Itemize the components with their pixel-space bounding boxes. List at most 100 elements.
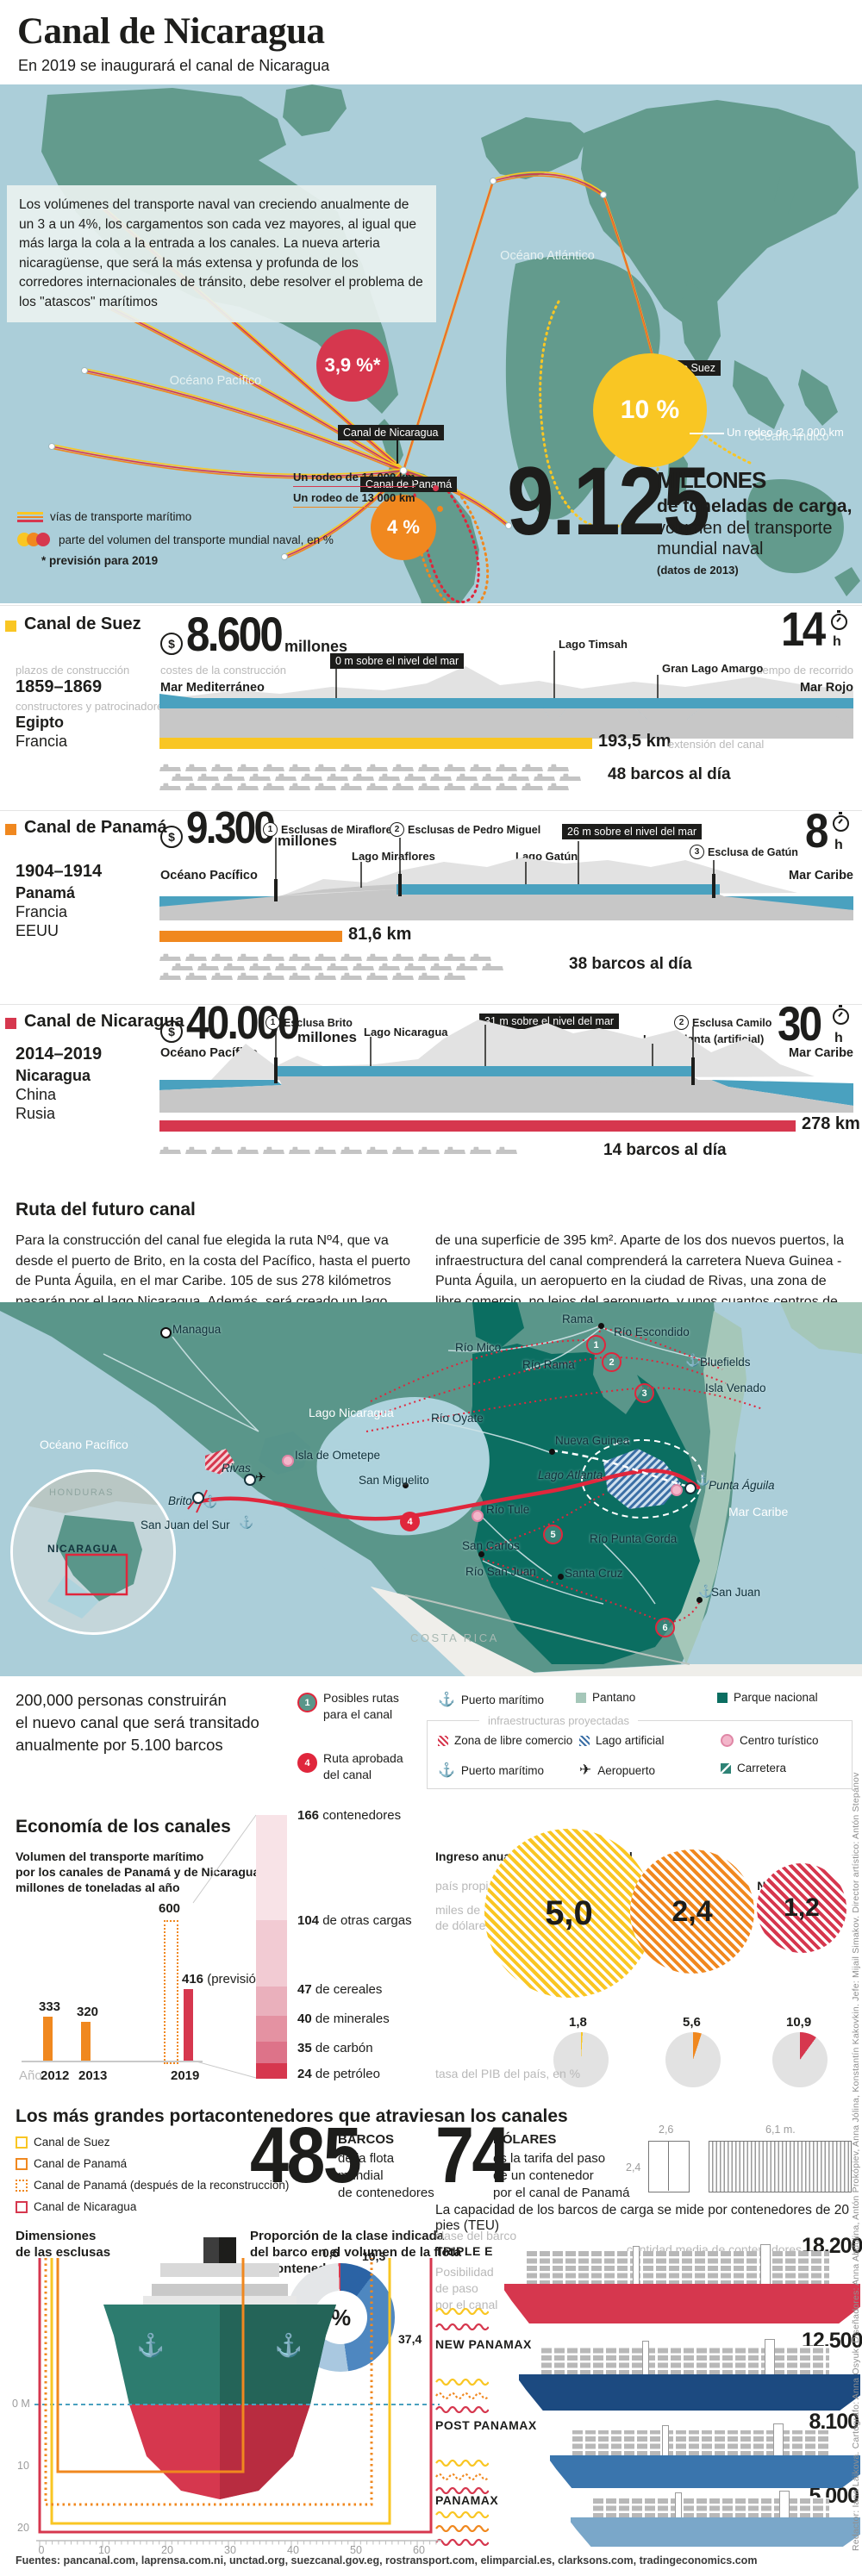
legend-art-lake: Lago artificial [579,1734,665,1747]
container-length-label: 6,1 m. [765,2124,796,2136]
panama-title: Canal de Panamá [24,818,167,837]
nicaragua-length-bar [159,1120,796,1132]
ship-icon [404,773,426,781]
map-label: Mar Caribe [728,1505,789,1519]
ship-icon [378,963,400,970]
panama-sea-left: Océano Pacífico [160,869,258,883]
detour-13-dot [437,506,443,512]
ship-icon [470,783,491,790]
fee-number: 74 [435,2111,510,2199]
suez-cost: 8.600 [186,607,284,661]
approved-route-label-2: del canal [323,1768,372,1781]
ship-icon [482,963,503,970]
ship-icon [418,972,440,980]
detour-12-label: Un rodeo de 12 000 km [727,426,844,439]
canal-nicaragua-pointer [397,438,398,464]
ship-hull-2 [519,2374,860,2411]
ship-icon [456,773,478,781]
legend-routes-swatch [17,510,43,524]
ship-icon [444,1146,465,1154]
suez-dollar-icon: $ [160,633,183,655]
ship-class-label: clase del barco [435,2229,517,2242]
map-label: Océano Pacífico [40,1438,128,1451]
ships-heading: Los más grandes portacontenedores que at… [16,2106,568,2126]
approved-route-badge: 4 [297,1753,317,1773]
cargo-segment [256,1986,287,2017]
economy-heading: Economía de los canales [16,1817,231,1837]
inset-nicaragua-label: NICARAGUA [47,1543,119,1555]
pass-wave-f9c623 [435,2306,489,2315]
axis-x-20: 20 [161,2544,173,2556]
ship-icon [444,783,465,790]
ship-bridge [760,2244,771,2287]
ship-icon [315,783,336,790]
panama-lock-3: 3 Esclusa de Gatún [690,845,798,859]
ship-icon [185,953,207,961]
pass-wave-d6374e [435,2486,489,2494]
nicaragua-cost-unit: millones [297,1029,357,1045]
ship-icon [211,972,233,980]
panama-outline-swatch [16,2157,28,2170]
panama-lock-3-label: Esclusa de Gatún [708,845,798,858]
legend-seaport-label: Puerto marítimo [460,1693,544,1706]
fleet-line-1: BARCOS [338,2132,395,2147]
ship-icon [301,963,322,970]
airport-icon: ✈ [255,1470,266,1485]
map-label: Brito [168,1494,192,1507]
cargo-label: 40 de minerales [297,2012,390,2026]
anchor-icon: ⚓ [438,1693,455,1707]
pib-value-egipto: 1,8 [569,2015,587,2030]
ship-icon [223,773,245,781]
world-map-svg [41,84,860,603]
ship-icon [237,764,259,771]
ship-icon [496,783,517,790]
legend-share-swatch [17,533,52,546]
panama-profile [159,810,853,926]
ship-mast [661,2425,669,2458]
ship-class-post-panamax: POST PANAMAX [435,2418,537,2432]
anchor-red-icon: ⚓ [696,1472,711,1486]
nicaragua-lock-2: 2 Esclusa Camilo [674,1015,771,1030]
nicaragua-title: Canal de Nicaragua [24,1012,184,1031]
axis-10m: 10 [17,2460,29,2472]
ship-hull-1 [504,2284,860,2323]
ship-icon [289,953,310,961]
ship-icon [392,764,414,771]
ocean-pacific-label: Océano Pacífico [169,374,262,388]
map-label: Managua [172,1323,222,1336]
panama-new-outline-swatch [16,2179,28,2192]
pink-marker [282,1455,294,1467]
legend-share-label: parte del volumen del transporte mundial… [59,533,334,546]
ship-icon [418,764,440,771]
panama-ships-label: 38 barcos al día [569,955,692,973]
ship-icon [366,764,388,771]
projected-infra-title: infraestructuras proyectadas [479,1714,639,1727]
ship-icon [197,773,219,781]
ship-icon [263,1146,284,1154]
ship-icon [197,963,219,970]
ship-icon [327,963,348,970]
suez-ships-label: 48 barcos al día [608,765,731,783]
map-label: Punta Águila [709,1479,775,1492]
route-marker-3: 3 [634,1383,654,1403]
donut-value-06: 0,6 [322,2246,340,2260]
legend-park: Parque nacional [717,1691,818,1704]
lock-dims-label-2: de las esclusas [16,2245,111,2260]
ship-icon [366,953,388,961]
ship-icon [185,972,207,980]
pass-wave-f0881f [435,2523,489,2532]
cargo-stacked-bar [256,1815,287,2079]
ship-icon [444,972,465,980]
country-inset: HONDURAS NICARAGUA [10,1469,176,1635]
bar-axis [22,2061,203,2062]
nicaragua-years: 2014–2019 [16,1045,103,1063]
ship-icon [353,963,374,970]
legend-share: parte del volumen del transporte mundial… [17,533,334,546]
nicaragua-lock-2-label: Esclusa Camilo [692,1016,772,1029]
cargo-segment [256,2063,287,2079]
dot-marker [558,1574,564,1580]
detour-12-arrow [690,433,724,434]
suez-cost-label: costes de la construcción [160,664,286,677]
axis-2019: 2019 [171,2068,200,2083]
ship-icon [159,953,181,961]
